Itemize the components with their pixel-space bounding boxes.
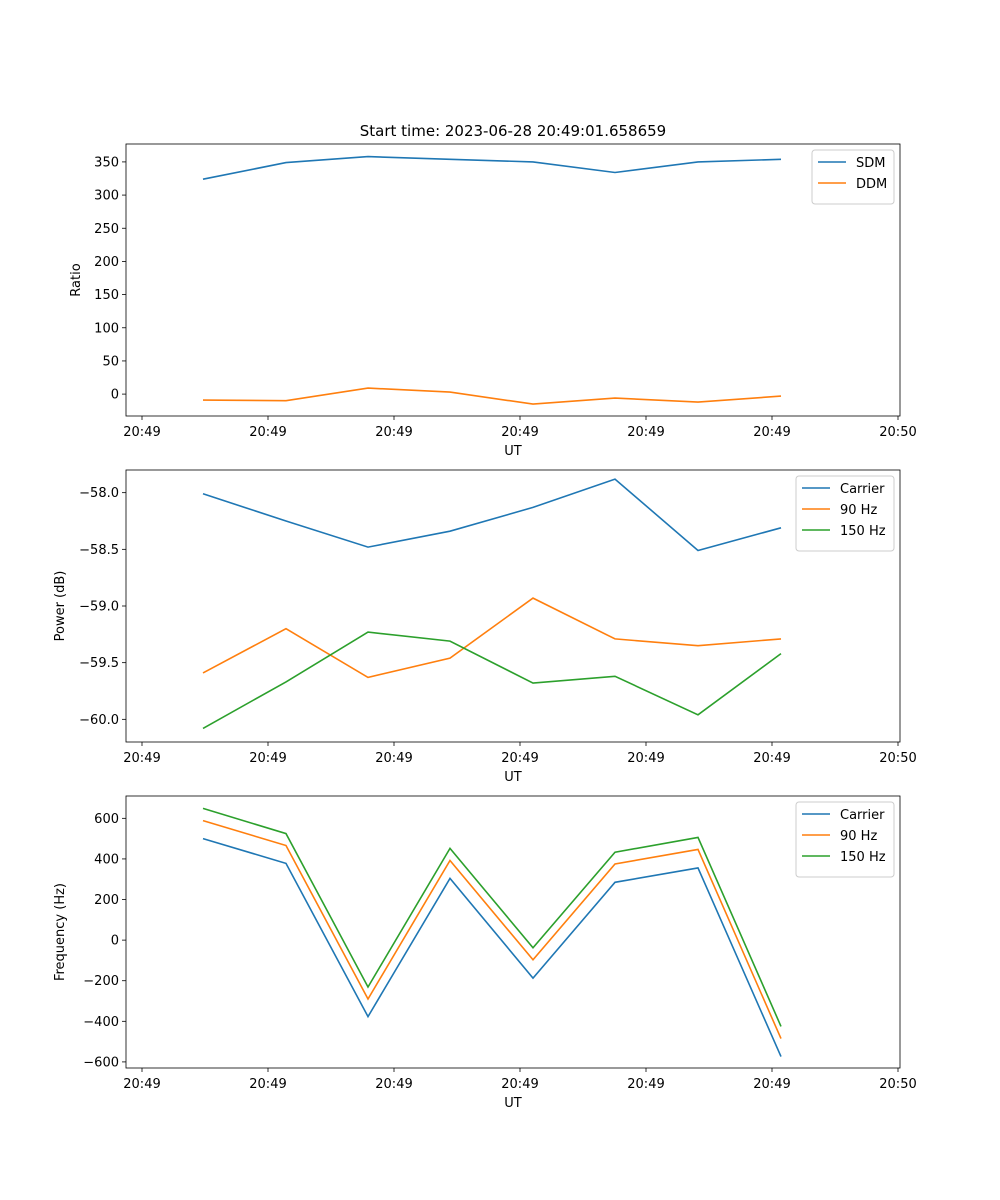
x-axis-label: UT <box>504 1096 522 1111</box>
legend-label: 90 Hz <box>840 503 877 518</box>
y-tick-label: 200 <box>94 255 119 270</box>
axes-frame <box>125 143 901 417</box>
series-line-carrier <box>202 837 782 1057</box>
y-tick-label: 150 <box>94 288 119 303</box>
axes-frame <box>125 795 901 1069</box>
x-tick-label: 20:49 <box>501 1077 538 1092</box>
x-tick-label: 20:49 <box>375 425 412 440</box>
legend: Carrier 90 Hz 150 Hz <box>795 475 895 552</box>
series-line-150-hz <box>202 631 782 730</box>
series-line-150-hz <box>202 807 782 1027</box>
x-tick-label: 20:49 <box>501 751 538 766</box>
y-tick-label: 250 <box>94 222 119 237</box>
y-tick-label: 0 <box>111 934 119 949</box>
x-tick-label: 20:49 <box>753 1077 790 1092</box>
series-line-sdm <box>202 155 782 180</box>
y-tick-label: −59.0 <box>79 600 119 615</box>
legend: SDM DDM <box>811 149 895 205</box>
legend-label: Carrier <box>840 808 885 823</box>
legend-box <box>795 475 895 552</box>
x-axis-label: UT <box>504 444 522 459</box>
axes-frame <box>125 469 901 743</box>
y-tick-label: −58.0 <box>79 486 119 501</box>
x-tick-label: 20:49 <box>753 425 790 440</box>
x-tick-label: 20:49 <box>249 1077 286 1092</box>
y-tick-label: 300 <box>94 189 119 204</box>
x-tick-label: 20:49 <box>627 1077 664 1092</box>
x-tick-label: 20:49 <box>249 751 286 766</box>
chart-title: Start time: 2023-06-28 20:49:01.658659 <box>360 122 666 140</box>
y-tick-label: 350 <box>94 155 119 170</box>
x-tick-label: 20:49 <box>123 751 160 766</box>
x-tick-label: 20:49 <box>375 751 412 766</box>
series-line-90-hz <box>202 819 782 1039</box>
series-line-ddm <box>202 387 782 405</box>
y-axis-label: Frequency (Hz) <box>53 883 68 981</box>
legend-label: DDM <box>856 177 887 192</box>
chart-panel-3: 20:49 20:49 20:49 20:49 20:49 20:49 20:50 −600 −… <box>53 795 917 1111</box>
x-tick-label: 20:49 <box>753 751 790 766</box>
y-tick-label: 100 <box>94 321 119 336</box>
series-line-90-hz <box>202 597 782 679</box>
x-tick-label: 20:50 <box>879 1077 916 1092</box>
y-tick-label: −600 <box>83 1055 119 1070</box>
x-tick-label: 20:49 <box>501 425 538 440</box>
legend-label: 150 Hz <box>840 850 886 865</box>
x-tick-label: 20:50 <box>879 425 916 440</box>
y-tick-label: −58.5 <box>79 543 119 558</box>
y-tick-label: 0 <box>111 388 119 403</box>
legend-box <box>811 149 895 205</box>
y-axis-label: Power (dB) <box>53 571 68 642</box>
x-tick-label: 20:49 <box>249 425 286 440</box>
y-tick-label: −59.5 <box>79 656 119 671</box>
y-tick-label: −400 <box>83 1015 119 1030</box>
x-axis-label: UT <box>504 770 522 785</box>
series-line-carrier <box>202 478 782 552</box>
legend: Carrier 90 Hz 150 Hz <box>795 801 895 878</box>
legend-label: 90 Hz <box>840 829 877 844</box>
legend-label: Carrier <box>840 482 885 497</box>
x-tick-label: 20:50 <box>879 751 916 766</box>
x-tick-label: 20:49 <box>627 425 664 440</box>
y-tick-label: −60.0 <box>79 713 119 728</box>
y-tick-label: 50 <box>102 354 119 369</box>
legend-label: 150 Hz <box>840 524 886 539</box>
chart-panel-1: 20:49 20:49 20:49 20:49 20:49 20:49 20:50 0 50 10… <box>69 143 917 459</box>
x-tick-label: 20:49 <box>123 1077 160 1092</box>
x-tick-label: 20:49 <box>123 425 160 440</box>
legend-box <box>795 801 895 878</box>
y-tick-label: −200 <box>83 974 119 989</box>
x-tick-label: 20:49 <box>627 751 664 766</box>
chart-panel-2: 20:49 20:49 20:49 20:49 20:49 20:49 20:50 −58.0… <box>53 469 917 785</box>
y-tick-label: 600 <box>94 812 119 827</box>
y-tick-label: 200 <box>94 893 119 908</box>
x-tick-label: 20:49 <box>375 1077 412 1092</box>
legend-label: SDM <box>856 156 885 171</box>
y-axis-label: Ratio <box>69 263 84 296</box>
y-tick-label: 400 <box>94 852 119 867</box>
